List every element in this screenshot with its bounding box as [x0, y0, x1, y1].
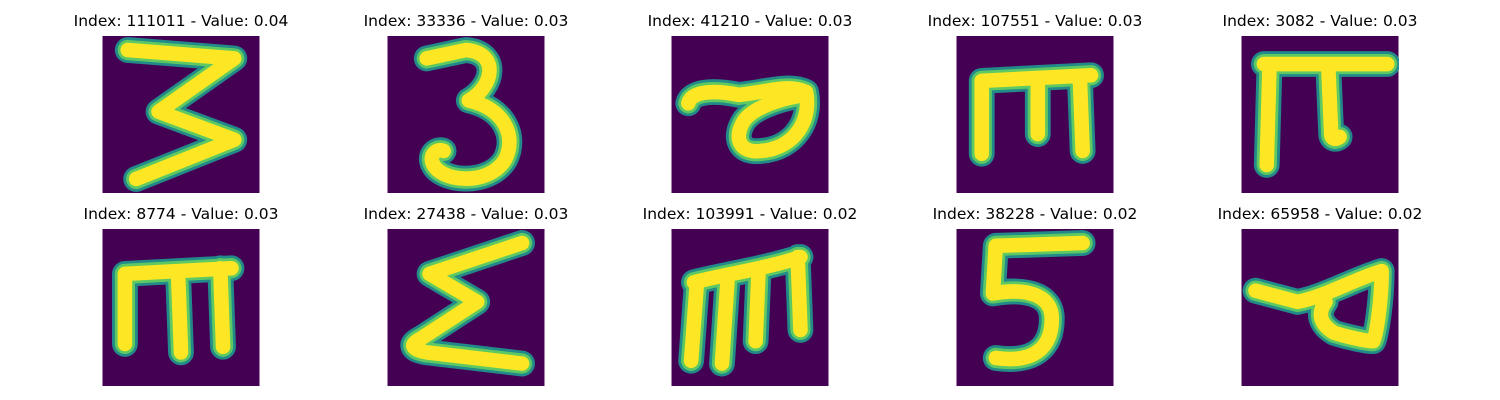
- digit-panel: Index: 107551 - Value: 0.03: [895, 12, 1175, 193]
- panel-title: Index: 41210 - Value: 0.03: [647, 12, 853, 30]
- digit-image: [671, 229, 829, 386]
- digit-panel: Index: 41210 - Value: 0.03: [610, 12, 890, 193]
- panel-title: Index: 103991 - Value: 0.02: [642, 205, 858, 223]
- panel-title: Index: 27438 - Value: 0.03: [363, 205, 569, 223]
- digit-image: [102, 229, 260, 386]
- panel-title: Index: 107551 - Value: 0.03: [927, 12, 1143, 30]
- digit-stroke: [117, 260, 239, 360]
- digit-panel: Index: 65958 - Value: 0.02: [1180, 205, 1460, 386]
- panel-title: Index: 111011 - Value: 0.04: [73, 12, 289, 30]
- digit-stroke: [681, 81, 815, 159]
- panel-title: Index: 3082 - Value: 0.03: [1222, 12, 1418, 30]
- digit-stroke: [419, 42, 517, 186]
- digit-image: [1241, 36, 1399, 193]
- digit-stroke: [974, 67, 1099, 162]
- panel-title: Index: 65958 - Value: 0.02: [1217, 205, 1423, 223]
- digit-panel: Index: 8774 - Value: 0.03: [41, 205, 321, 386]
- digit-stroke: [1256, 56, 1395, 173]
- digit-image: [671, 36, 829, 193]
- digit-image: [956, 229, 1114, 386]
- digit-stroke: [406, 235, 530, 371]
- digit-stroke: [985, 235, 1090, 367]
- digit-panel: Index: 33336 - Value: 0.03: [326, 12, 606, 193]
- digit-stroke: [120, 42, 242, 187]
- digit-image: [102, 36, 260, 193]
- digit-image: [387, 36, 545, 193]
- panel-title: Index: 38228 - Value: 0.02: [932, 205, 1138, 223]
- digit-panel: Index: 103991 - Value: 0.02: [610, 205, 890, 386]
- digit-panel: Index: 3082 - Value: 0.03: [1180, 12, 1460, 193]
- digit-panel: Index: 38228 - Value: 0.02: [895, 205, 1175, 386]
- digit-image: [387, 229, 545, 386]
- digit-stroke: [683, 249, 808, 371]
- digit-image: [956, 36, 1114, 193]
- digit-panel: Index: 27438 - Value: 0.03: [326, 205, 606, 386]
- panel-title: Index: 8774 - Value: 0.03: [83, 205, 279, 223]
- digit-image: [1241, 229, 1399, 386]
- panel-title: Index: 33336 - Value: 0.03: [363, 12, 569, 30]
- digit-stroke: [1248, 263, 1389, 349]
- digit-panel: Index: 111011 - Value: 0.04: [41, 12, 321, 193]
